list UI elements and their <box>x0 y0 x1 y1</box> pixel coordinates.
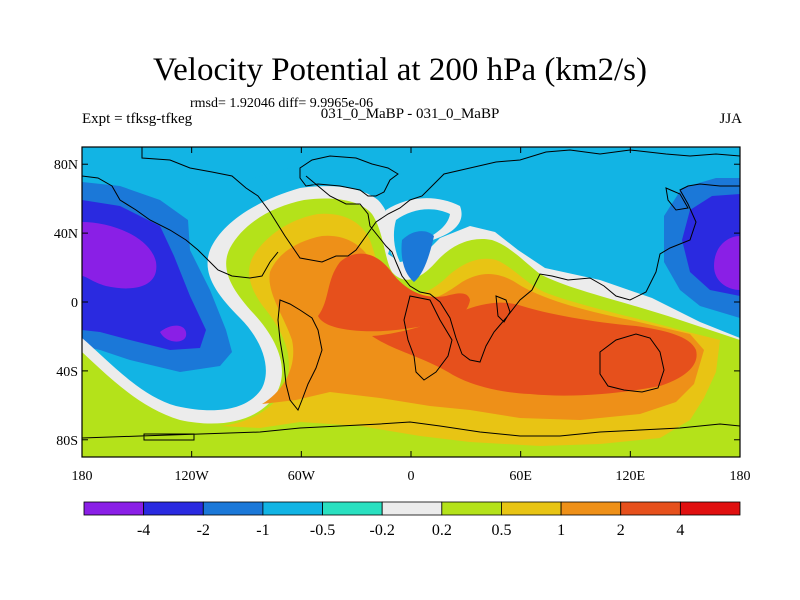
region-band-cyan <box>82 147 740 410</box>
colorbar-label: -0.5 <box>310 522 335 539</box>
colorbar-label: -2 <box>197 522 210 539</box>
colorbar-label: 0.2 <box>432 522 452 539</box>
region-north-atlantic-blue <box>401 231 434 282</box>
colorbar-box <box>679 501 741 516</box>
colorbar-box <box>501 501 562 516</box>
experiment-label: Expt = tfksg-tfkeg <box>82 111 193 127</box>
y-tick-label: 0 <box>71 296 78 311</box>
colorbar-box <box>143 501 204 516</box>
colorbar-box <box>620 501 681 516</box>
region-east-violet <box>714 236 740 290</box>
x-tick-label: 60W <box>288 469 316 484</box>
axes: 180 120W 60W 0 60E 120E 180 80N 40N 0 40S 80S <box>54 147 751 484</box>
x-tick-label: 180 <box>72 469 93 484</box>
x-tick-label: 0 <box>408 469 415 484</box>
y-tick-label: 40N <box>54 227 78 242</box>
colorbar-label: -0.2 <box>370 522 395 539</box>
x-tick-label: 120W <box>175 469 210 484</box>
region-west-violet-small <box>160 325 187 342</box>
colorbar-box <box>202 501 264 516</box>
y-tick-label: 80S <box>56 434 78 449</box>
colorbar: -4 -2 -1 -0.5 -0.2 0.2 0.5 1 2 4 <box>83 501 741 539</box>
x-tick-label: 180 <box>730 469 751 484</box>
colorbar-box <box>560 501 622 516</box>
colorbar-label: 1 <box>557 522 565 539</box>
x-tick-label: 60E <box>509 469 532 484</box>
colorbar-box <box>441 501 502 516</box>
colorbar-box <box>83 501 145 516</box>
colorbar-label: 0.5 <box>491 522 511 539</box>
x-tick-label: 120E <box>616 469 646 484</box>
region-warm-red-west <box>318 253 470 332</box>
stats-label: rmsd= 1.92046 diff= 9.9965e-06 <box>190 96 374 111</box>
season-label: JJA <box>719 111 742 127</box>
coastlines <box>82 147 740 441</box>
y-tick-label: 80N <box>54 158 78 173</box>
colorbar-box <box>322 501 383 516</box>
region-west-violet <box>82 222 157 289</box>
colorbar-label: -1 <box>256 522 269 539</box>
chart-title: Velocity Potential at 200 hPa (km2/s) <box>152 52 648 88</box>
colorbar-box <box>381 501 443 516</box>
filled-contours <box>82 147 740 457</box>
region-warm-red-east <box>372 302 697 396</box>
colorbar-label: 4 <box>676 522 684 539</box>
y-tick-label: 40S <box>56 365 78 380</box>
colorbar-label: -4 <box>137 522 150 539</box>
colorbar-label: 2 <box>617 522 625 539</box>
colorbar-box <box>262 501 323 516</box>
map-plot-area <box>82 147 740 457</box>
case-label: 031_0_MaBP - 031_0_MaBP <box>320 106 500 122</box>
